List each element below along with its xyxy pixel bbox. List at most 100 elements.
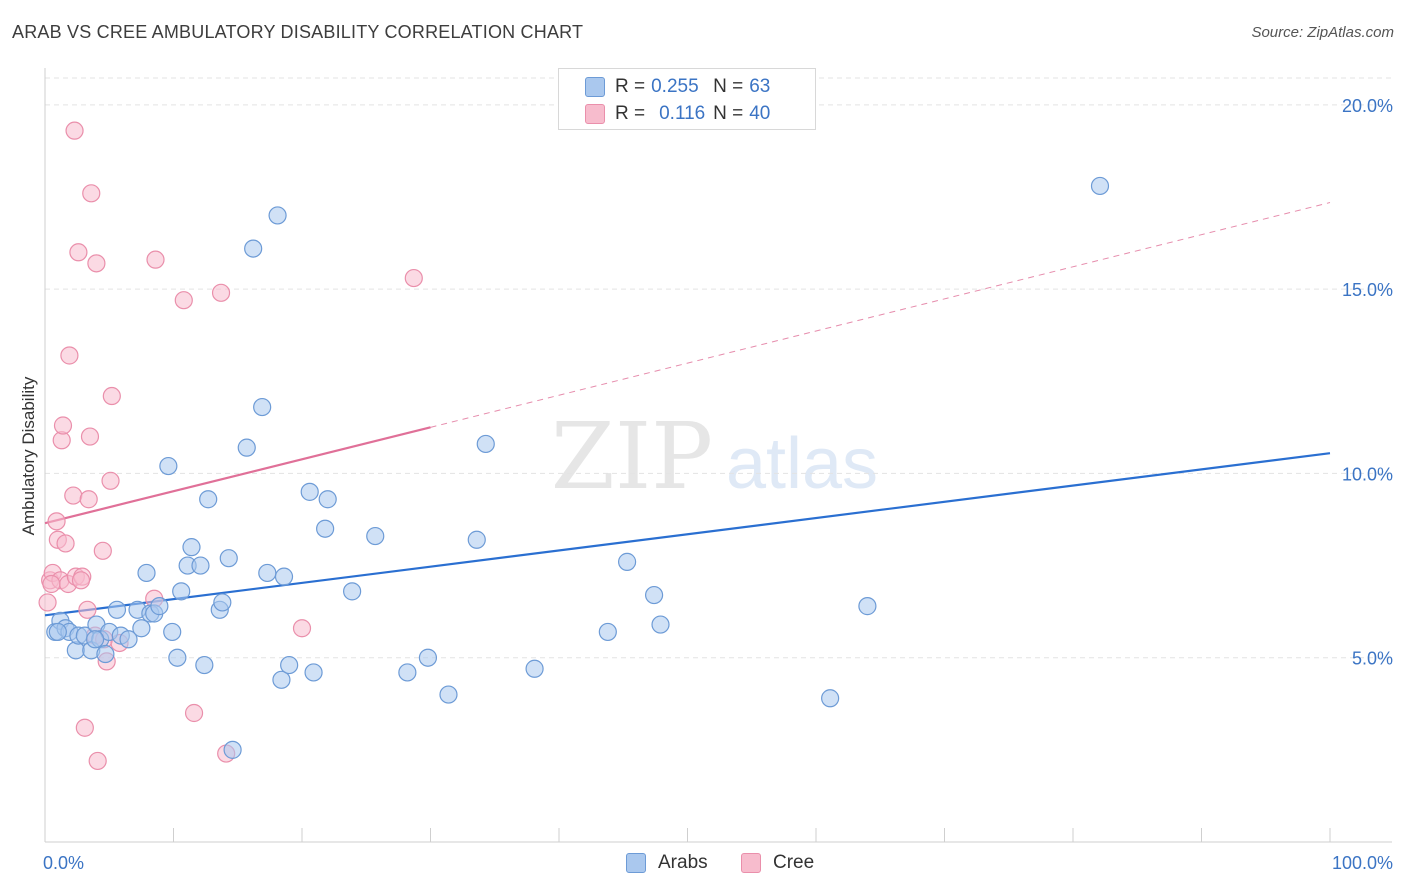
arabs-legend-label: Arabs xyxy=(658,852,708,873)
cree-trend-extension xyxy=(430,202,1331,428)
r-label: R = xyxy=(615,103,646,124)
arabs-point xyxy=(191,556,210,575)
y-axis-label: Ambulatory Disability xyxy=(19,376,38,535)
arabs-point xyxy=(318,490,337,509)
cree-point xyxy=(69,243,88,262)
arabs-point xyxy=(150,597,169,616)
arabs-point xyxy=(439,685,458,704)
cree-legend-label: Cree xyxy=(773,852,815,873)
arabs-point xyxy=(343,582,362,601)
cree-point xyxy=(146,250,165,269)
arabs-point xyxy=(366,526,385,546)
cree-point xyxy=(79,490,98,509)
arabs-point xyxy=(96,644,115,664)
arabs-point xyxy=(199,490,218,509)
cree-point xyxy=(53,416,73,435)
arabs-point xyxy=(858,597,877,616)
arabs-swatch xyxy=(585,77,605,97)
cree-point xyxy=(93,541,112,560)
arabs-point xyxy=(119,630,138,649)
cree-point xyxy=(87,254,106,273)
arabs-point xyxy=(644,585,664,605)
x-tick-label: 0.0% xyxy=(43,853,84,873)
cree-point xyxy=(88,751,107,771)
arabs-point xyxy=(195,655,214,675)
arabs-point xyxy=(132,619,151,638)
source-credit: Source: ZipAtlas.com xyxy=(1251,24,1394,41)
arabs-point xyxy=(213,593,232,612)
arabs-point xyxy=(66,641,85,660)
cree-point xyxy=(65,121,84,140)
cree-point xyxy=(64,486,83,505)
stats-legend: R = 0.255 N = 63 R = 0.116 N = 40 xyxy=(558,68,816,130)
r-value-arabs: 0.255 xyxy=(651,76,699,97)
cree-point xyxy=(78,600,97,619)
arabs-point xyxy=(48,622,67,642)
arabs-point xyxy=(159,456,178,476)
n-value-arabs: 63 xyxy=(749,76,771,97)
arabs-point xyxy=(304,663,323,682)
arabs-point xyxy=(651,615,670,634)
arabs-point xyxy=(476,434,495,454)
cree-point xyxy=(292,619,312,638)
cree-point xyxy=(174,291,193,310)
x-tick-label: 100.0% xyxy=(1332,853,1393,873)
cree-point xyxy=(42,574,61,594)
arabs-point xyxy=(467,530,486,549)
legend-item-cree[interactable]: Cree xyxy=(741,852,814,874)
arabs-point xyxy=(168,648,187,667)
cree-legend-swatch xyxy=(741,853,761,873)
arabs-point xyxy=(268,206,287,225)
cree-point xyxy=(56,534,75,553)
cree-point xyxy=(404,268,423,288)
arabs-point xyxy=(300,482,319,501)
cree-point xyxy=(80,427,100,446)
cree-point xyxy=(60,346,79,365)
arabs-point xyxy=(237,438,256,457)
cree-trend-line xyxy=(44,426,431,525)
r-label: R = xyxy=(615,76,646,97)
watermark-atlas: atlas xyxy=(726,424,878,504)
chart-title: ARAB VS CREE AMBULATORY DISABILITY CORRE… xyxy=(12,22,584,42)
arabs-point xyxy=(182,538,201,557)
arabs-point xyxy=(219,549,238,568)
arabs-legend-swatch xyxy=(626,853,646,873)
arabs-point xyxy=(272,670,291,689)
r-value-cree: 0.116 xyxy=(659,103,706,124)
cree-point xyxy=(211,283,231,302)
stats-row-arabs: R = 0.255 N = 63 xyxy=(585,75,770,99)
arabs-point xyxy=(223,740,242,759)
cree-point xyxy=(101,471,120,490)
n-label: N = xyxy=(713,103,744,124)
legend-item-arabs[interactable]: Arabs xyxy=(626,852,708,874)
arabs-point xyxy=(137,563,156,583)
arabs-point xyxy=(418,648,438,667)
stats-row-cree: R = 0.116 N = 40 xyxy=(585,102,770,126)
y-tick-label: 20.0% xyxy=(1342,96,1393,116)
arabs-point xyxy=(821,689,840,708)
cree-swatch xyxy=(585,104,605,124)
arabs-trend-line xyxy=(44,452,1331,617)
cree-point xyxy=(102,386,121,406)
arabs-point xyxy=(316,519,335,538)
arabs-point xyxy=(244,239,263,258)
arabs-point xyxy=(525,659,544,678)
cree-point xyxy=(38,593,57,612)
arabs-point xyxy=(398,663,417,682)
arabs-point xyxy=(598,622,617,642)
y-tick-label: 15.0% xyxy=(1342,280,1393,300)
y-tick-label: 5.0% xyxy=(1352,649,1393,669)
cree-point xyxy=(82,184,101,203)
arabs-point xyxy=(274,567,294,586)
arabs-point xyxy=(618,552,637,571)
watermark-zip: ZIP xyxy=(551,403,713,510)
arabs-point xyxy=(253,397,272,417)
cree-point xyxy=(71,571,91,590)
cree-point xyxy=(47,512,66,531)
arabs-point xyxy=(280,655,299,675)
arabs-point xyxy=(163,622,182,642)
arabs-point xyxy=(86,630,105,649)
arabs-point xyxy=(107,600,127,619)
y-tick-label: 10.0% xyxy=(1342,464,1393,484)
